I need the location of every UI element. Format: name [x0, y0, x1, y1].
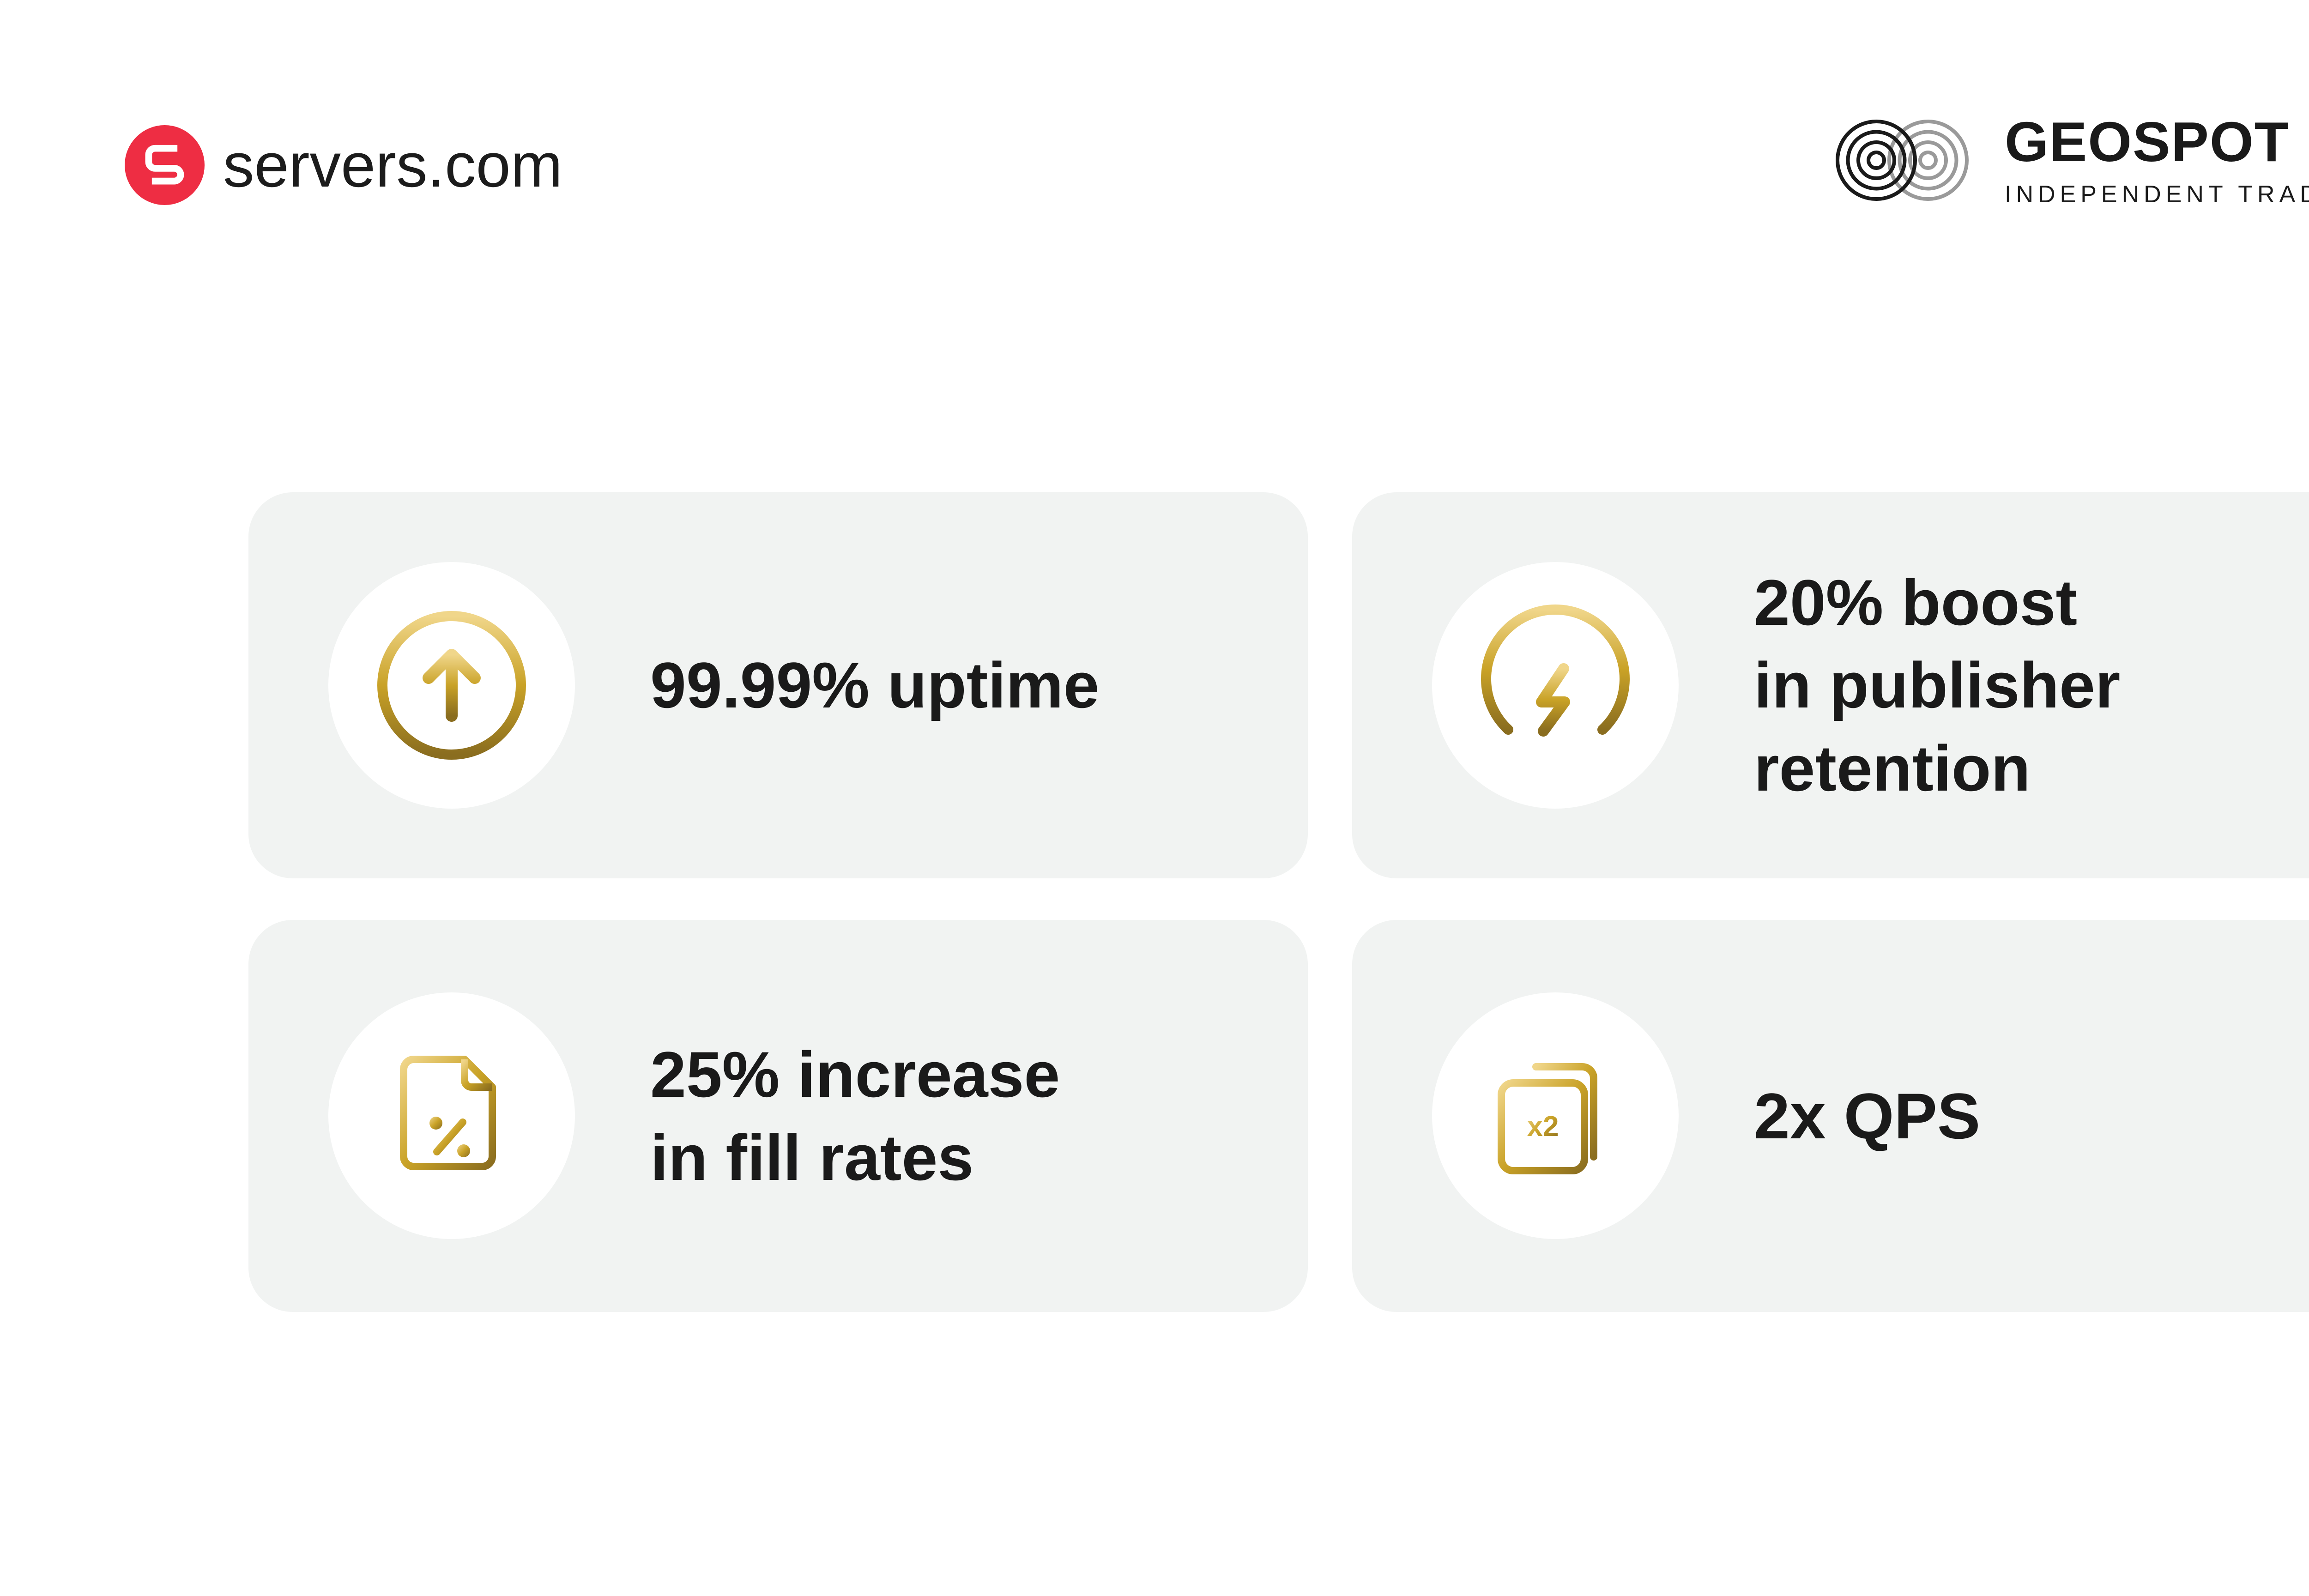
svg-text:x2: x2: [1527, 1111, 1559, 1143]
